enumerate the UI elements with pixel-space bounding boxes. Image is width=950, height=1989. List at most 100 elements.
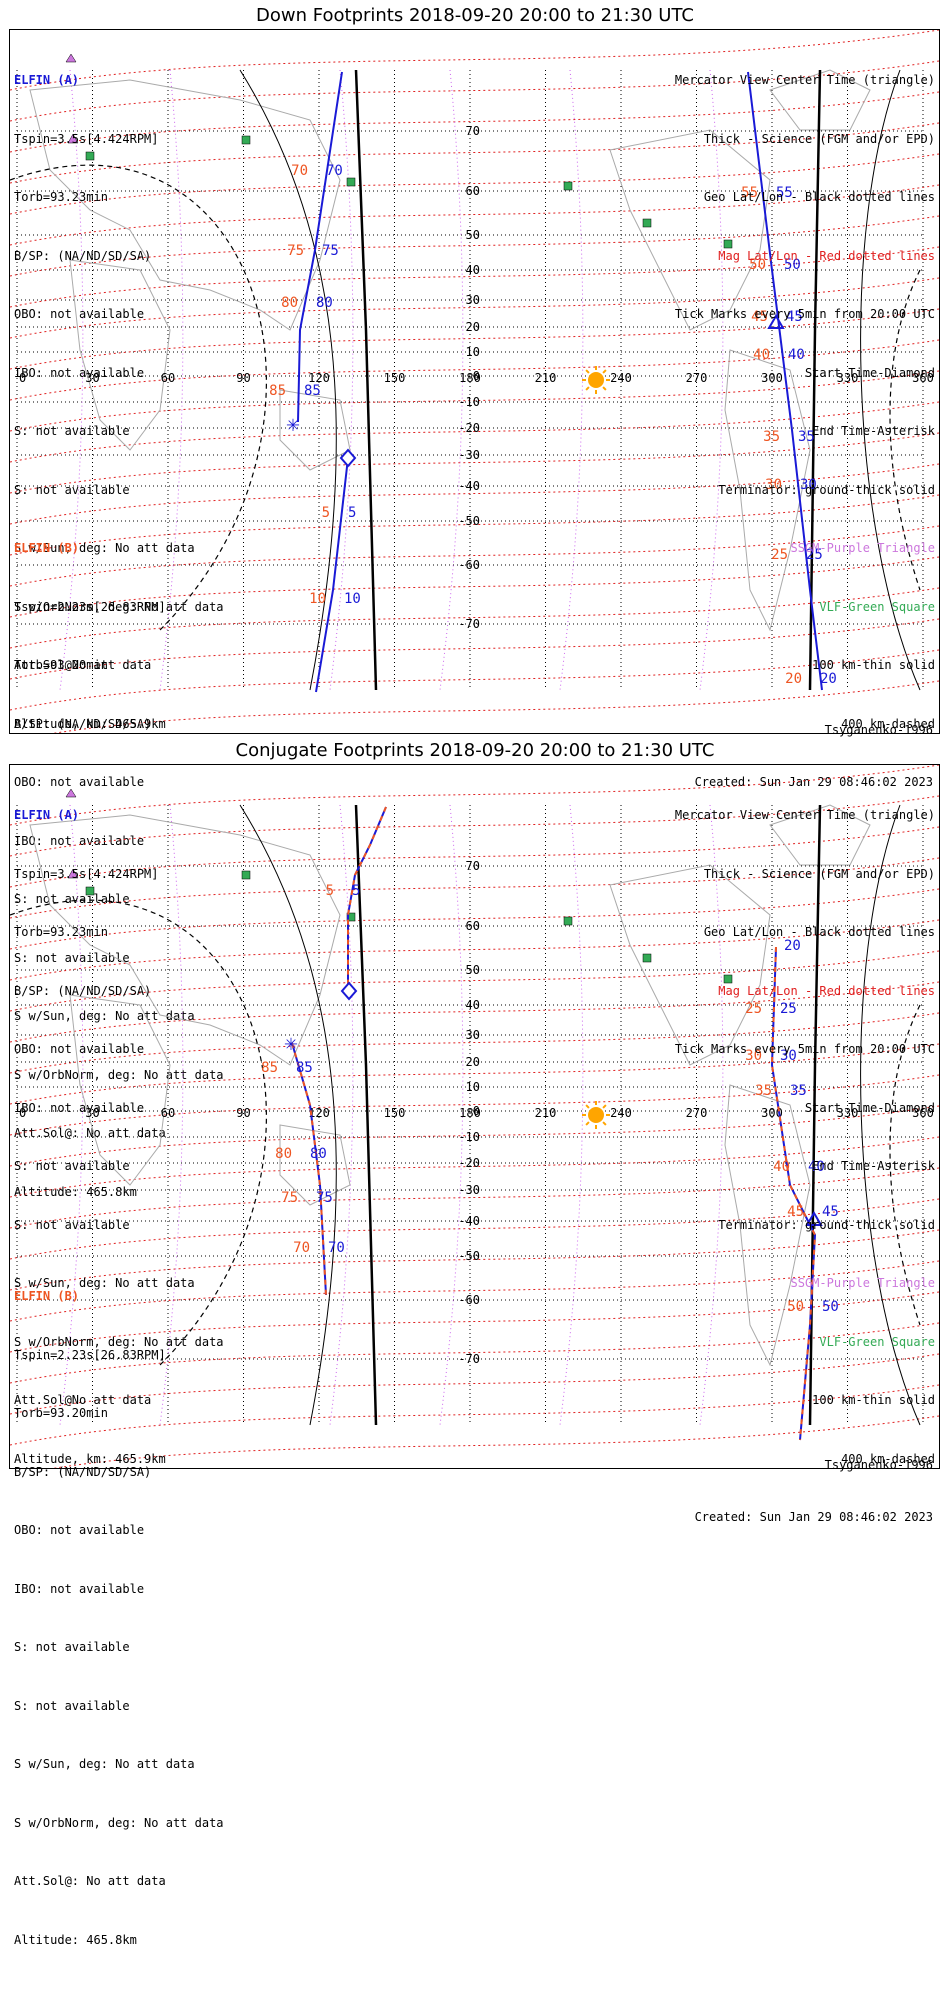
elfin-track-west-south <box>291 1042 327 1296</box>
lon-tick-label: 150 <box>384 1106 406 1120</box>
vlf-square-icon <box>642 953 652 963</box>
lon-tick-label: 300 <box>761 371 783 385</box>
lon-tick-label: 30 <box>85 1106 99 1120</box>
lat-tick-label: -40 <box>458 479 480 493</box>
legend-thick: Thick - Science (FGM and/or EPD) <box>703 866 935 881</box>
lon-tick-label: 360 <box>912 1106 934 1120</box>
legend-mag: Mag Lat/Lon - Red dotted lines <box>718 983 935 998</box>
east-tick-label-b: 40 <box>753 347 770 363</box>
east-tick-label-b: 45 <box>787 1204 804 1220</box>
legend-400km: 400 km-dashed <box>841 1451 935 1466</box>
lon-tick-label: 90 <box>236 371 250 385</box>
center-triangle-icon <box>767 314 785 329</box>
west-tick-label-b: 85 <box>261 1060 278 1076</box>
info-line: B/SP: (NA/ND/SD/SA) <box>14 1464 152 1479</box>
legend-terminator: Terminator: ground-thick solid <box>718 1217 935 1232</box>
end-asterisk-icon: ✳ <box>286 412 299 437</box>
vlf-square-icon <box>563 916 573 926</box>
km400-line-west <box>10 164 267 631</box>
lon-tick-label: 240 <box>610 371 632 385</box>
east-tick-label-b: 20 <box>785 671 802 687</box>
down-elfin-b-info: ELFIN (B) Tspin=2.23s[26.83RPM] Torb=93.… <box>14 500 224 1241</box>
info-line: Tspin=3.5s[4.424RPM] <box>14 866 159 881</box>
mag-lat-gridline <box>10 765 939 826</box>
info-line: Torb=93.20min <box>14 658 108 672</box>
info-line: Att.Sol@: No att data <box>14 1874 166 1888</box>
km100-line-east <box>860 69 921 691</box>
legend-geo: Geo Lat/Lon - Black dotted lines <box>703 925 935 939</box>
info-line: S: not available <box>14 1217 130 1232</box>
legend-ticks: Tick Marks every 5min from 20:00 UTC <box>674 307 935 321</box>
legend-thick: Thick - Science (FGM and/or EPD) <box>703 131 935 146</box>
elfin-b-header: ELFIN (B) <box>14 1289 80 1303</box>
east-tick-label-a: 50 <box>784 257 801 273</box>
info-line: Altitude, km: 465.9km <box>14 716 166 731</box>
mag-lat-gridline <box>10 1198 939 1260</box>
lat-tick-label: 0 <box>473 1104 480 1118</box>
info-line: Torb=93.20min <box>14 1406 108 1420</box>
lon-tick-label: 210 <box>535 371 557 385</box>
mag-lat-gridline <box>10 339 939 401</box>
vlf-square-icon <box>563 181 573 191</box>
lon-tick-label: 120 <box>308 1106 330 1120</box>
lon-tick-label: 330 <box>837 1106 859 1120</box>
lat-tick-label: 50 <box>466 228 480 242</box>
mag-lat-gridline <box>10 1322 939 1384</box>
lat-tick-label: -60 <box>458 558 480 572</box>
lon-tick-label: 210 <box>535 1106 557 1120</box>
conj-elfin-b-info: ELFIN (B) Tspin=2.23s[26.83RPM] Torb=93.… <box>14 1248 224 1989</box>
lon-tick-label: 360 <box>912 371 934 385</box>
west-tick-label-a: 85 <box>296 1060 313 1076</box>
lon-tick-label: 60 <box>161 371 175 385</box>
lon-tick-label: 180 <box>459 1106 481 1120</box>
west-north-tick-label-b: 75 <box>287 243 304 259</box>
legend-vlf: VLF-Green Square <box>819 599 935 614</box>
info-line: S w/OrbNorm, deg: No att data <box>14 1067 224 1082</box>
legend-100km: 100 km-thin solid <box>812 658 935 672</box>
lat-tick-label: 40 <box>466 263 480 277</box>
legend-ssgm: SSGM-Purple Triangle <box>790 1276 936 1290</box>
center-triangle-icon <box>805 1211 823 1226</box>
info-line: S: not available <box>14 482 130 497</box>
vlf-square-icon <box>85 151 95 161</box>
down-map-canvas[interactable]: 0 30 60 90 120 150 180 210 240 270 300 330 360706050… <box>10 30 939 733</box>
west-tick-label-b: 75 <box>281 1190 298 1206</box>
conj-legend: Mercator View Center Time (triangle) Thi… <box>675 767 935 1508</box>
lat-tick-label: 30 <box>466 293 480 307</box>
info-line: Torb=93.23min <box>14 925 108 939</box>
elfin-track-west-south <box>315 457 349 693</box>
lon-tick-label: 300 <box>761 1106 783 1120</box>
model-name: Tsyganenko-1996 <box>824 1458 933 1472</box>
east-tick-label-a: 25 <box>780 1001 797 1017</box>
conjugate-map-canvas[interactable]: 0 30 60 90 120 150 180 210 240 270 300 330 360706050… <box>10 765 939 1468</box>
west-tick-label-b: 80 <box>275 1146 292 1162</box>
east-tick-label-b: 50 <box>749 257 766 273</box>
elfin-track-west-south-overlay <box>291 1042 327 1296</box>
end-asterisk-icon: ✳ <box>284 1031 297 1056</box>
km100-line-east <box>860 804 921 1426</box>
elfin-track-east-overlay <box>770 946 817 1441</box>
lon-tick-label: 180 <box>459 371 481 385</box>
conjugate-footprints-map[interactable]: 0 30 60 90 120 150 180 210 240 270 300 330 360 70 60 50… <box>9 764 940 1947</box>
down-footprints-map[interactable]: 0 30 60 90 120 150 180 210 240 270 300 330 360 70 60 50… <box>9 29 940 1199</box>
sun-icon <box>588 1107 604 1123</box>
info-line: OBO: not available <box>14 307 145 321</box>
lat-tick-label: 10 <box>466 1080 480 1094</box>
legend-mercator: Mercator View Center Time (triangle) <box>674 808 935 822</box>
elfin-a-header: ELFIN (A) <box>14 808 80 822</box>
west-tick-label-a: 5 <box>352 883 360 899</box>
west-north-tick-label-a: 70 <box>326 163 343 179</box>
info-line: Torb=93.23min <box>14 190 108 204</box>
lat-tick-label: -50 <box>458 1249 480 1263</box>
continent-outline <box>609 864 771 1066</box>
info-line: S: not available <box>14 1640 130 1654</box>
continent-outline <box>724 349 811 632</box>
west-south-tick-label-b: 5 <box>322 505 330 521</box>
west-south-tick-label-a: 10 <box>344 591 361 607</box>
legend-end: End Time-Asterisk <box>812 1159 935 1173</box>
info-line: S w/Sun, deg: No att data <box>14 1276 195 1290</box>
west-north-tick-label-a: 75 <box>322 243 339 259</box>
start-diamond-icon <box>340 981 358 1001</box>
east-tick-label-a: 20 <box>820 671 837 687</box>
info-line: B/SP: (NA/ND/SD/SA) <box>14 248 152 263</box>
